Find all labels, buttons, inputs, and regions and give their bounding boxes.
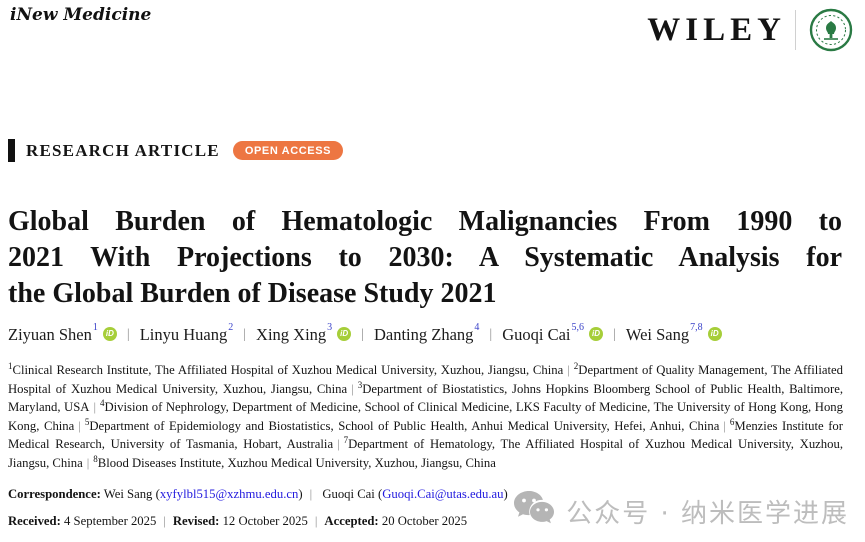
- author-separator: |: [489, 327, 493, 342]
- affiliation-item: 7Department of Hematology, The Affiliate…: [8, 435, 843, 470]
- affiliation-separator: |: [567, 363, 570, 377]
- affiliation-superscript: 8: [93, 453, 98, 464]
- journal-name: iNew Medicine: [10, 5, 152, 25]
- author-name: Wei Sang: [625, 325, 690, 344]
- affiliation-superscript: 4: [99, 397, 105, 408]
- affiliation-separator: |: [93, 400, 96, 415]
- correspondence-email-link[interactable]: xyfylbl515@xzhmu.edu.cn: [159, 487, 299, 501]
- orcid-icon[interactable]: iD: [337, 327, 352, 341]
- affiliation-separator: |: [86, 455, 90, 470]
- correspondence-email-link[interactable]: Guoqi.Cai@utas.edu.au: [382, 487, 504, 501]
- author-affiliation-superscript: 5,6: [571, 322, 585, 333]
- author: Danting Zhang 4: [373, 322, 480, 345]
- author-separator: |: [613, 327, 616, 342]
- wechat-watermark: 公众号 · 纳米医学进展: [512, 489, 849, 534]
- affiliation-superscript: 7: [343, 435, 349, 446]
- history-separator: |: [314, 514, 318, 528]
- correspondence-separator: |: [309, 487, 313, 501]
- affiliation-superscript: 2: [573, 360, 579, 371]
- article-type-label: RESEARCH ARTICLE: [26, 140, 220, 160]
- author: Ziyuan Shen 1 iD: [8, 322, 117, 345]
- open-access-badge: OPEN ACCESS: [232, 141, 344, 160]
- article-type-row: RESEARCH ARTICLE OPEN ACCESS: [8, 139, 344, 162]
- orcid-icon[interactable]: iD: [102, 327, 117, 341]
- author-separator: |: [361, 327, 364, 342]
- author-affiliation-superscript: 4: [474, 322, 480, 333]
- history-dates-line: Received: 4 September 2025 | Revised: 12 O…: [8, 514, 468, 528]
- masthead: iNew Medicine WILEY: [10, 4, 853, 52]
- brand-divider: [795, 10, 796, 50]
- correspondence-label: Correspondence:: [8, 487, 101, 501]
- history-label: Revised:: [172, 514, 220, 528]
- affiliation-item: 3Department of Biostatistics, Johns Hopk…: [8, 379, 843, 415]
- type-accent-bar: [8, 139, 15, 162]
- affiliation-separator: |: [351, 381, 354, 396]
- affiliation-separator: |: [78, 418, 81, 433]
- university-seal-icon: [809, 8, 853, 52]
- publisher-brand: WILEY: [647, 8, 853, 52]
- author-name: Guoqi Cai: [502, 325, 571, 344]
- history-label: Received:: [8, 514, 61, 528]
- affiliation-item: 6Menzies Institute for Medical Research,…: [8, 416, 844, 452]
- affiliation-superscript: 6: [729, 416, 735, 427]
- history-label: Accepted:: [324, 514, 379, 528]
- author: Guoqi Cai 5,6 iD: [502, 322, 604, 345]
- wiley-logo: WILEY: [647, 12, 786, 48]
- author-affiliation-superscript: 7,8: [690, 322, 703, 333]
- author-affiliation-superscript: 3: [327, 322, 333, 333]
- author-affiliation-superscript: 2: [228, 322, 234, 333]
- author-name: Xing Xing: [256, 325, 327, 344]
- affiliation-item: 8Blood Diseases Institute, Xuzhou Medica…: [93, 453, 496, 470]
- author-separator: |: [126, 327, 130, 342]
- orcid-icon[interactable]: iD: [589, 327, 604, 341]
- affiliations: 1Clinical Research Institute, The Affili…: [8, 361, 843, 473]
- author: Linyu Huang 2: [139, 322, 234, 345]
- watermark-text: 公众号 · 纳米医学进展: [566, 499, 849, 529]
- author-name: Ziyuan Shen: [8, 325, 92, 344]
- title-line-3: the Global Burden of Disease Study 2021: [8, 278, 497, 309]
- author: Xing Xing 3 iD: [256, 322, 352, 345]
- wechat-icon: [512, 489, 556, 534]
- author-name: Linyu Huang: [139, 325, 228, 344]
- orcid-icon[interactable]: iD: [707, 327, 722, 341]
- article-title: Global Burden of Hematologic Malignancie…: [8, 204, 842, 312]
- affiliation-superscript: 3: [357, 379, 363, 390]
- affiliation-item: 5Department of Epidemiology and Biostati…: [84, 416, 720, 433]
- author-separator: |: [243, 327, 247, 342]
- affiliation-item: 1Clinical Research Institute, The Affili…: [8, 360, 564, 377]
- author-list: Ziyuan Shen 1 iD | Linyu Huang 2 | Xing Xing 3 iD…: [8, 322, 848, 345]
- history-separator: |: [163, 514, 166, 528]
- author: Wei Sang 7,8 iD: [625, 322, 722, 345]
- affiliation-item: 4Division of Nephrology, Department of M…: [8, 397, 843, 433]
- author-name: Danting Zhang: [373, 325, 474, 344]
- correspondence-line: Correspondence: Wei Sang (xyfylbl515@xzh…: [8, 487, 508, 501]
- title-line-1: Global Burden of Hematologic Malignancie…: [8, 206, 842, 237]
- affiliation-superscript: 1: [8, 360, 13, 371]
- author-affiliation-superscript: 1: [92, 322, 98, 333]
- affiliation-item: 2Department of Quality Management, The A…: [8, 360, 843, 396]
- affiliation-separator: |: [337, 437, 340, 452]
- affiliation-superscript: 5: [84, 416, 90, 427]
- affiliation-separator: |: [723, 418, 726, 433]
- title-line-2: 2021 With Projections to 2030: A Systema…: [8, 242, 842, 273]
